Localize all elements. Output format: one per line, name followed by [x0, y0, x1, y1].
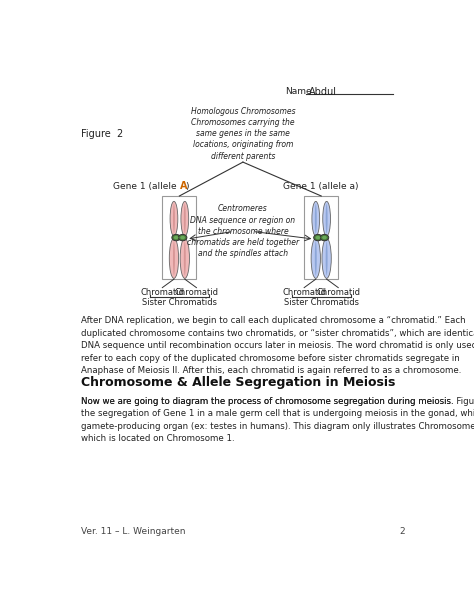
Ellipse shape: [174, 236, 179, 239]
Text: Gene 1 (allele a): Gene 1 (allele a): [283, 183, 359, 191]
Ellipse shape: [169, 238, 179, 278]
Text: Chromatid: Chromatid: [282, 288, 326, 297]
Ellipse shape: [326, 242, 328, 275]
Bar: [304, 196, 338, 279]
Text: Chromatid: Chromatid: [174, 288, 219, 297]
Ellipse shape: [180, 236, 185, 239]
Text: Chromatid: Chromatid: [316, 288, 360, 297]
Text: Name: Name: [285, 88, 312, 96]
Text: Chromatid: Chromatid: [140, 288, 184, 297]
Text: Homologous Chromosomes
Chromosomes carrying the
same genes in the same
locations: Homologous Chromosomes Chromosomes carry…: [191, 107, 295, 161]
Ellipse shape: [316, 236, 320, 239]
Ellipse shape: [320, 234, 328, 241]
Text: Sister Chromatids: Sister Chromatids: [142, 299, 217, 307]
Text: A: A: [180, 181, 187, 191]
Text: Centromeres
DNA sequence or region on
the chromosome where
chromatids are held t: Centromeres DNA sequence or region on th…: [187, 205, 299, 258]
Text: Now we are going to diagram the process of chromosome segregation during meiosis: Now we are going to diagram the process …: [81, 397, 474, 443]
Text: ): ): [185, 183, 188, 191]
Ellipse shape: [180, 238, 190, 278]
Text: Abdul: Abdul: [309, 88, 337, 97]
Text: Figure  2: Figure 2: [81, 129, 123, 139]
Text: Sister Chromatids: Sister Chromatids: [284, 299, 359, 307]
Ellipse shape: [170, 202, 178, 236]
Ellipse shape: [172, 234, 181, 241]
Text: Chromosome & Allele Segregation in Meiosis: Chromosome & Allele Segregation in Meios…: [81, 376, 395, 389]
Text: 2: 2: [399, 527, 405, 536]
Ellipse shape: [315, 242, 317, 275]
Ellipse shape: [173, 204, 175, 234]
Ellipse shape: [181, 202, 189, 236]
Text: Now we are going to diagram the process of chromosome segregation during meiosis: Now we are going to diagram the process …: [81, 397, 456, 406]
Ellipse shape: [311, 238, 320, 278]
Text: Gene 1 (allele: Gene 1 (allele: [113, 183, 179, 191]
Ellipse shape: [184, 242, 186, 275]
Ellipse shape: [178, 234, 187, 241]
Ellipse shape: [184, 204, 186, 234]
Text: Ver. 11 – L. Weingarten: Ver. 11 – L. Weingarten: [81, 527, 185, 536]
Ellipse shape: [173, 242, 175, 275]
Text: After DNA replication, we begin to call each duplicated chromosome a “chromatid.: After DNA replication, we begin to call …: [81, 316, 474, 375]
Ellipse shape: [312, 202, 319, 236]
Ellipse shape: [322, 238, 331, 278]
Ellipse shape: [315, 204, 317, 234]
Ellipse shape: [323, 202, 330, 236]
Ellipse shape: [322, 236, 327, 239]
Ellipse shape: [314, 234, 322, 241]
Bar: [162, 196, 196, 279]
Ellipse shape: [326, 204, 328, 234]
